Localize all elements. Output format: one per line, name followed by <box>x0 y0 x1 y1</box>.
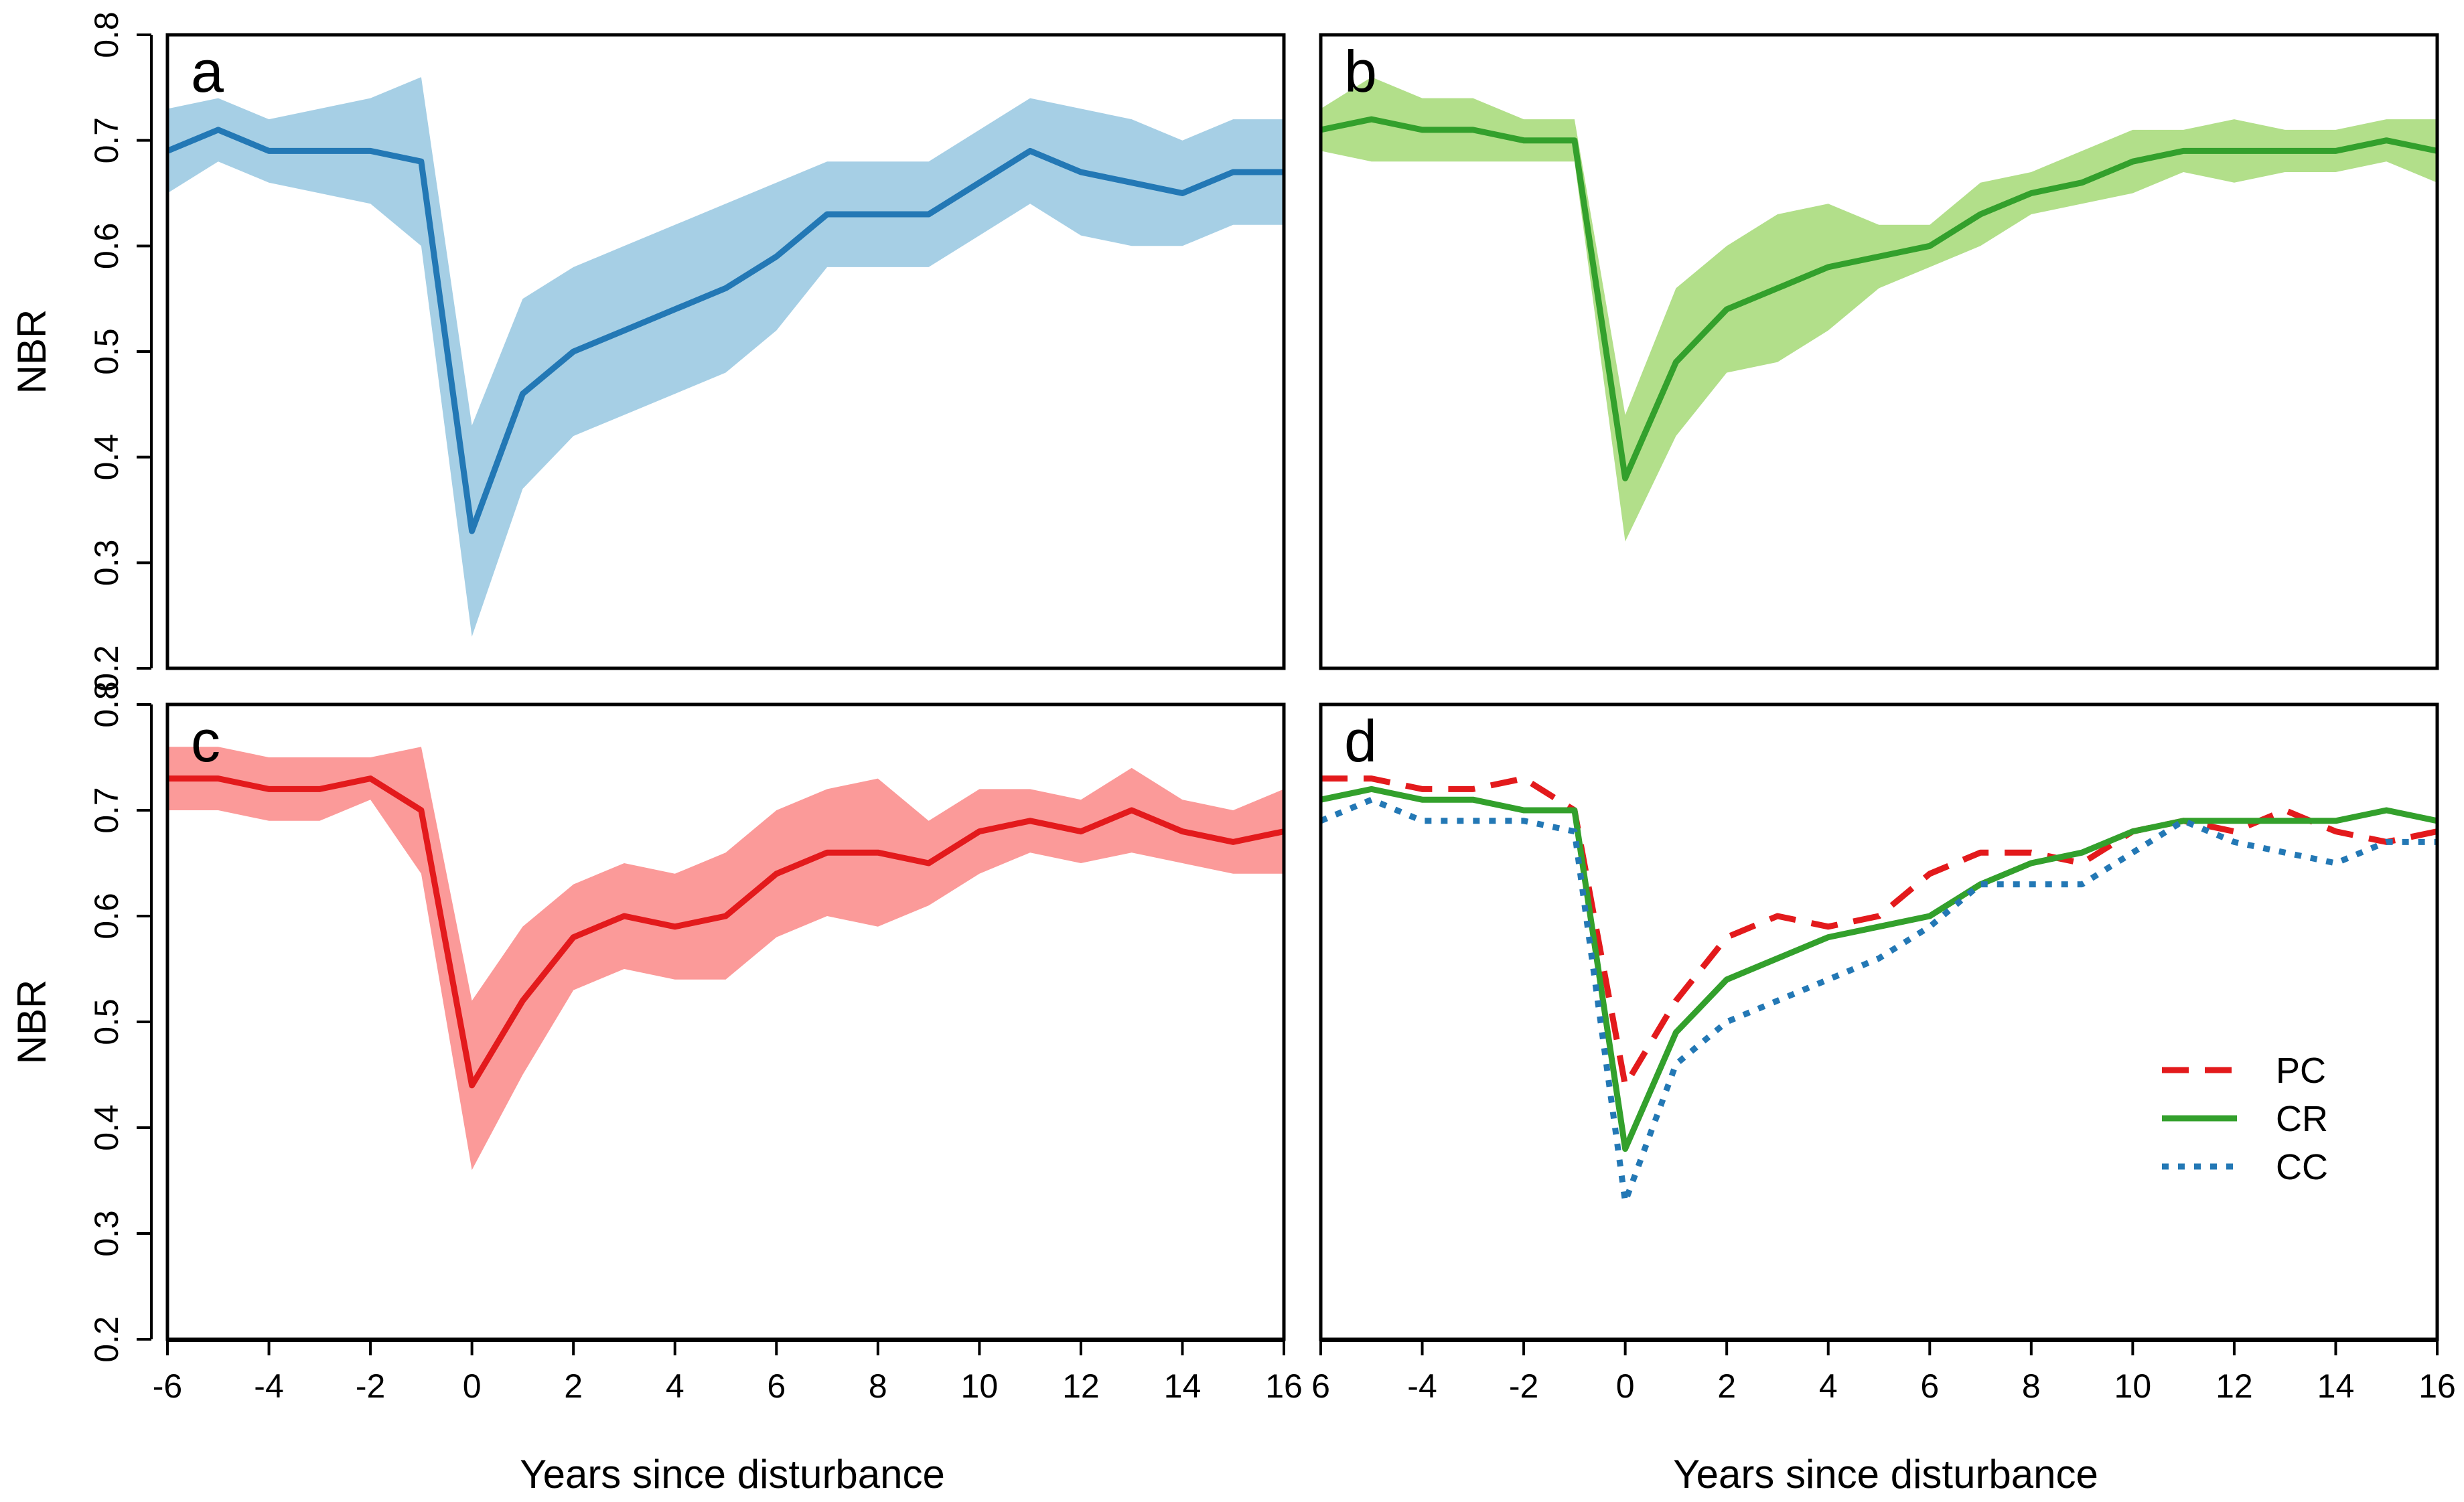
panel-b-label: b <box>1344 38 1377 104</box>
panel-c-x-tick-label: 6 <box>767 1367 786 1405</box>
panel-b-frame <box>1319 33 2439 670</box>
panel-c-x-tick-label: 16 <box>1265 1367 1303 1405</box>
panel-a-y-tick-label: 0.6 <box>88 223 125 270</box>
panel-c-y-tick-label: 0.4 <box>88 1104 125 1151</box>
panel-d-series-pc <box>1321 775 2438 1089</box>
panel-c-x-tick-label: 0 <box>463 1367 482 1405</box>
panel-a-y-tick-label: 0.2 <box>88 645 125 692</box>
panel-d-x-tick-label: 12 <box>2216 1367 2253 1405</box>
panel-a-frame <box>165 33 1286 670</box>
panel-a-y-tick-label: 0.7 <box>88 117 125 164</box>
panel-b-series-mean <box>1320 116 2438 481</box>
panel-c-label: c <box>191 708 220 774</box>
panel-c-y-tick-label: 0.5 <box>88 998 125 1045</box>
panel-c-x-tick-label: -2 <box>356 1367 385 1405</box>
panel-c-x-tick-label: -6 <box>153 1367 182 1405</box>
panel-d-frame <box>1319 702 2439 1341</box>
panel-d-x-tick-label: 6 <box>1920 1367 1939 1405</box>
panel-c-series-mean <box>167 775 1285 1089</box>
panel-a-y-tick-label: 0.8 <box>88 11 125 58</box>
panel-c-x-tick-label: 8 <box>869 1367 887 1405</box>
panel-c-confidence-band <box>167 747 1284 1171</box>
panel-d-x-tick-label: -4 <box>1407 1367 1437 1405</box>
panel-c-x-tick-label: 4 <box>666 1367 684 1405</box>
panel-d-x-tick-label: 8 <box>2022 1367 2041 1405</box>
panel-d-label: d <box>1344 708 1377 774</box>
legend-label-pc: PC <box>2276 1051 2326 1091</box>
panel-c-y-tick-label: 0.8 <box>88 681 125 728</box>
panel-c-y-tick-label: 0.7 <box>88 787 125 834</box>
panel-c-x-tick-label: 14 <box>1164 1367 1202 1405</box>
panel-d-x-tick-label: 6 <box>1311 1367 1330 1405</box>
panel-a-series-mean <box>166 127 1284 534</box>
panel-d-x-tick-label: 2 <box>1717 1367 1736 1405</box>
panel-d-x-tick-label: 4 <box>1819 1367 1838 1405</box>
panel-a-y-tick-label: 0.4 <box>88 434 125 481</box>
panel-c-y-tick-label: 0.6 <box>88 893 125 940</box>
panel-c-x-tick-label: 2 <box>564 1367 583 1405</box>
panel-d-x-axis-label: Years since disturbance <box>1673 1452 2098 1497</box>
panel-a-confidence-band <box>167 77 1284 637</box>
panel-d-series-cr <box>1320 785 2438 1152</box>
panel-a-y-tick-label: 0.5 <box>88 328 125 375</box>
panel-d-x-tick-label: 0 <box>1616 1367 1635 1405</box>
legend-label-cr: CR <box>2276 1099 2328 1139</box>
panel-a-y-tick-label: 0.3 <box>88 540 125 587</box>
panel-d-series-cc <box>1319 796 2437 1205</box>
panel-d-x-tick-label: 14 <box>2317 1367 2355 1405</box>
legend-label-cc: CC <box>2276 1147 2328 1187</box>
panel-a-y-axis-label: NBR <box>9 309 54 394</box>
panel-c-x-tick-label: 10 <box>961 1367 999 1405</box>
panel-a-label: a <box>191 38 224 104</box>
panel-c-y-tick-label: 0.3 <box>88 1210 125 1257</box>
panel-c-x-axis-label: Years since disturbance <box>520 1452 945 1497</box>
panel-c-x-tick-label: 12 <box>1062 1367 1100 1405</box>
panel-c-x-tick-label: -4 <box>254 1367 283 1405</box>
panel-b-confidence-band <box>1321 77 2437 542</box>
panel-d-x-tick-label: -2 <box>1509 1367 1538 1405</box>
panel-d-x-tick-label: 16 <box>2418 1367 2456 1405</box>
panel-c-y-tick-label: 0.2 <box>88 1316 125 1363</box>
panel-c-y-axis-label: NBR <box>9 980 54 1065</box>
panel-d-x-tick-label: 10 <box>2114 1367 2152 1405</box>
